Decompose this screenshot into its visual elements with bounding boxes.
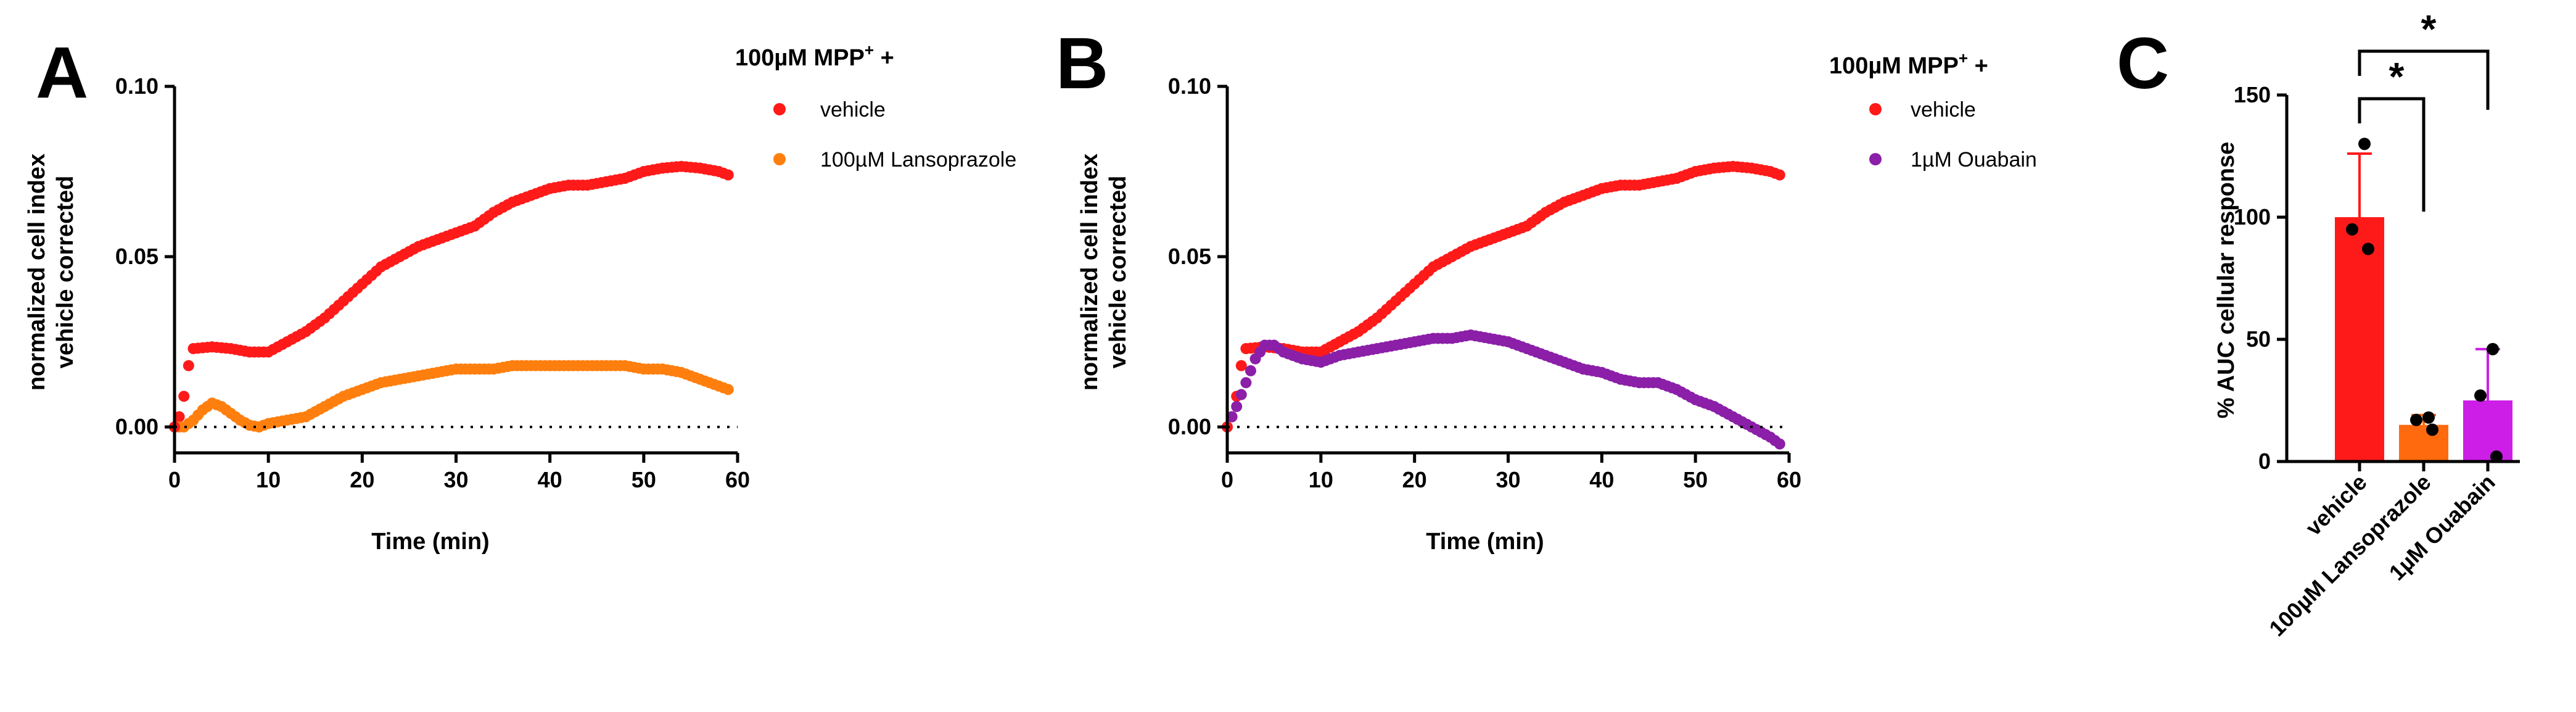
c-bar-2 [2463,400,2512,462]
a-data-point [173,411,185,423]
b-x-tick-label: 20 [1402,467,1427,492]
panel-a: A 0.00 0.05 0.10 0 10 20 30 40 50 60 Time (min) n… [24,32,1016,555]
a-x-tick-label: 30 [443,467,468,492]
panel-b-label: B [1056,23,1108,104]
panel-b-legend-ouabain-label: 1µM Ouabain [1911,148,2037,172]
panel-a-legend-vehicle-marker [773,103,786,115]
b-series-1 [1222,329,1785,450]
panel-b-legend-vehicle-marker [1869,103,1882,115]
a-x-tick-label: 40 [538,467,562,492]
a-data-point [178,391,190,402]
b-x-tick-label: 40 [1589,467,1614,492]
a-y-tick-label: 0.10 [115,73,158,99]
panel-b-legend-ouabain-marker [1869,153,1882,165]
b-data-point [1231,400,1243,412]
panel-a-axes: 0.00 0.05 0.10 0 10 20 30 40 50 60 [115,73,750,492]
c-replicate-point [2426,423,2438,436]
a-y-tick-label: 0.05 [115,244,158,269]
panel-c-axes: 0 50 100 150 [2234,82,2520,474]
b-data-point [1245,365,1256,376]
a-data-point [183,360,194,371]
c-y-tick-label: 150 [2234,82,2271,107]
panel-b: B 0.00 0.05 0.10 0 10 20 30 40 50 60 Time (min) n… [1056,23,2037,555]
panel-c-marks [2335,138,2512,463]
b-x-tick-label: 60 [1777,467,1801,492]
c-significance-bracket [2358,49,2490,110]
panel-b-legend-title: 100µM MPP+ + [1829,49,1988,79]
panel-a-label: A [36,32,88,114]
b-x-tick-label: 30 [1496,467,1520,492]
c-replicate-point [2474,389,2487,402]
panel-a-marks [169,160,734,433]
a-data-point [722,384,734,395]
panel-a-legend-lansoprazole-label: 100µM Lansoprazole [820,148,1016,172]
panel-a-x-axis-title: Time (min) [371,529,489,555]
a-x-tick-label: 0 [168,467,181,492]
c-y-tick-label: 100 [2234,204,2271,230]
panel-c: C 0 50 100 150 % AUC cellular response vehi… [2117,7,2520,641]
c-replicate-point [2346,223,2358,236]
b-y-tick-label: 0.05 [1168,244,1211,269]
b-x-tick-label: 50 [1683,467,1708,492]
c-bar-0 [2335,217,2384,462]
b-y-tick-label: 0.10 [1168,73,1211,99]
c-y-tick-label: 0 [2258,449,2271,474]
b-series-0 [1226,160,1785,423]
b-data-point [1235,360,1247,371]
b-data-point [1235,389,1247,400]
panel-b-y-axis-title-line1: normalized cell index [1077,154,1103,391]
a-series-0 [173,160,734,423]
c-replicate-point [2490,450,2503,463]
panel-c-significance: ** [2358,7,2490,212]
c-replicate-point [2362,242,2374,255]
c-y-tick-label: 50 [2246,326,2271,352]
a-x-tick-label: 20 [350,467,374,492]
panel-b-marks [1222,160,1785,450]
b-x-tick-label: 0 [1221,467,1233,492]
panel-b-axes: 0.00 0.05 0.10 0 10 20 30 40 50 60 [1168,73,1801,492]
a-x-tick-label: 60 [725,467,750,492]
b-y-tick-label: 0.00 [1168,414,1211,439]
b-data-point [1774,438,1785,450]
c-replicate-point [2358,138,2371,151]
panel-c-label: C [2117,23,2169,104]
panel-a-legend-lansoprazole-marker [773,153,786,165]
b-data-point [1226,411,1238,423]
panel-a-legend-vehicle-label: vehicle [820,98,886,122]
panel-b-y-axis-title-line2: vehicle corrected [1105,176,1131,369]
panel-c-y-axis-title: % AUC cellular response [2213,142,2239,418]
b-x-tick-label: 10 [1309,467,1333,492]
panel-b-legend-vehicle-label: vehicle [1911,98,1976,122]
a-x-tick-label: 50 [632,467,656,492]
a-data-point [722,169,734,181]
panel-a-y-axis-title-line1: normalized cell index [24,154,50,391]
c-significance-bracket [2358,97,2426,212]
b-data-point [1240,377,1252,389]
panel-a-y-axis-title-line2: vehicle corrected [52,176,78,369]
c-replicate-point [2487,342,2499,355]
c-bar-1 [2399,424,2448,462]
a-y-tick-label: 0.00 [115,414,158,439]
c-significance-star: * [2389,54,2405,99]
a-x-tick-label: 10 [256,467,281,492]
c-significance-star: * [2421,7,2437,51]
c-replicate-point [2410,413,2422,426]
c-replicate-point [2422,411,2435,424]
a-series-1 [169,360,734,433]
panel-a-legend-title: 100µM MPP+ + [735,41,894,71]
b-data-point [1774,169,1785,181]
panel-b-x-axis-title: Time (min) [1426,529,1544,555]
